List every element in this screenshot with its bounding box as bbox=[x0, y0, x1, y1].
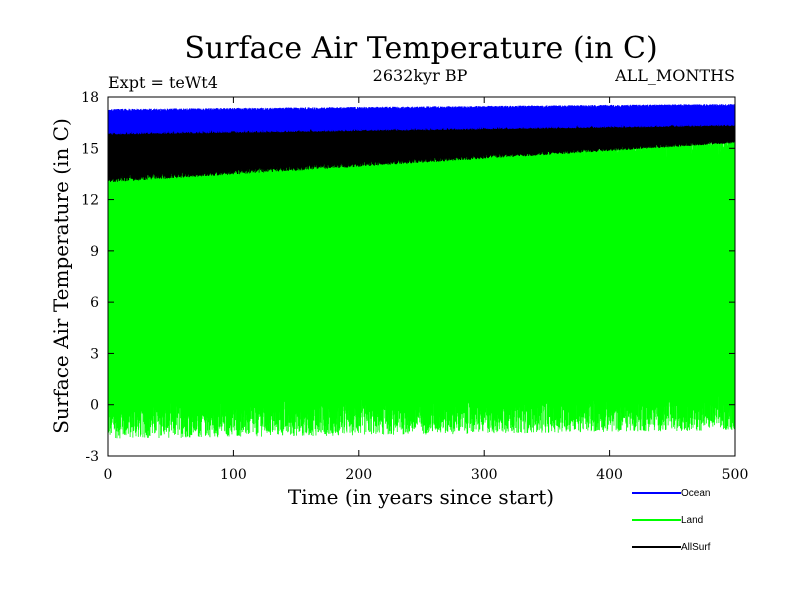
x-tick-label: 0 bbox=[104, 467, 113, 483]
months-label: ALL_MONTHS bbox=[614, 66, 735, 85]
axes: 0 100 200 300 400 500 -3 0 3 6 9 12 15 18 bbox=[81, 90, 748, 483]
y-tick-label: 3 bbox=[90, 346, 99, 362]
chart-subtitle: 2632kyr BP bbox=[373, 66, 468, 85]
legend: Ocean Land AllSurf bbox=[632, 488, 711, 553]
x-tick-label: 200 bbox=[345, 467, 372, 483]
x-tick-label: 300 bbox=[471, 467, 498, 483]
y-tick-label: 18 bbox=[81, 90, 99, 106]
series-allsurf-line bbox=[107, 115, 736, 183]
series-land-line bbox=[107, 124, 736, 439]
x-tick-label: 400 bbox=[596, 467, 623, 483]
x-tick-label: 500 bbox=[722, 467, 749, 483]
y-axis-label: Surface Air Temperature (in C) bbox=[49, 118, 73, 434]
x-tick-label: 100 bbox=[220, 467, 247, 483]
x-axis-label: Time (in years since start) bbox=[288, 485, 554, 509]
chart-title: Surface Air Temperature (in C) bbox=[184, 31, 657, 66]
y-tick-label: 9 bbox=[90, 244, 99, 260]
y-tick-label: 15 bbox=[81, 141, 99, 157]
y-tick-label: 12 bbox=[81, 193, 99, 209]
legend-label-allsurf: AllSurf bbox=[681, 542, 711, 553]
experiment-label: Expt = teWt4 bbox=[108, 73, 218, 92]
series-ocean-line bbox=[107, 103, 736, 135]
y-tick-label: -3 bbox=[85, 449, 99, 465]
plot-frame bbox=[107, 96, 736, 457]
y-tick-label: 0 bbox=[90, 398, 99, 414]
legend-label-land: Land bbox=[681, 515, 703, 526]
legend-label-ocean: Ocean bbox=[681, 488, 710, 499]
plot-series bbox=[107, 103, 736, 439]
y-tick-label: 6 bbox=[90, 295, 99, 311]
